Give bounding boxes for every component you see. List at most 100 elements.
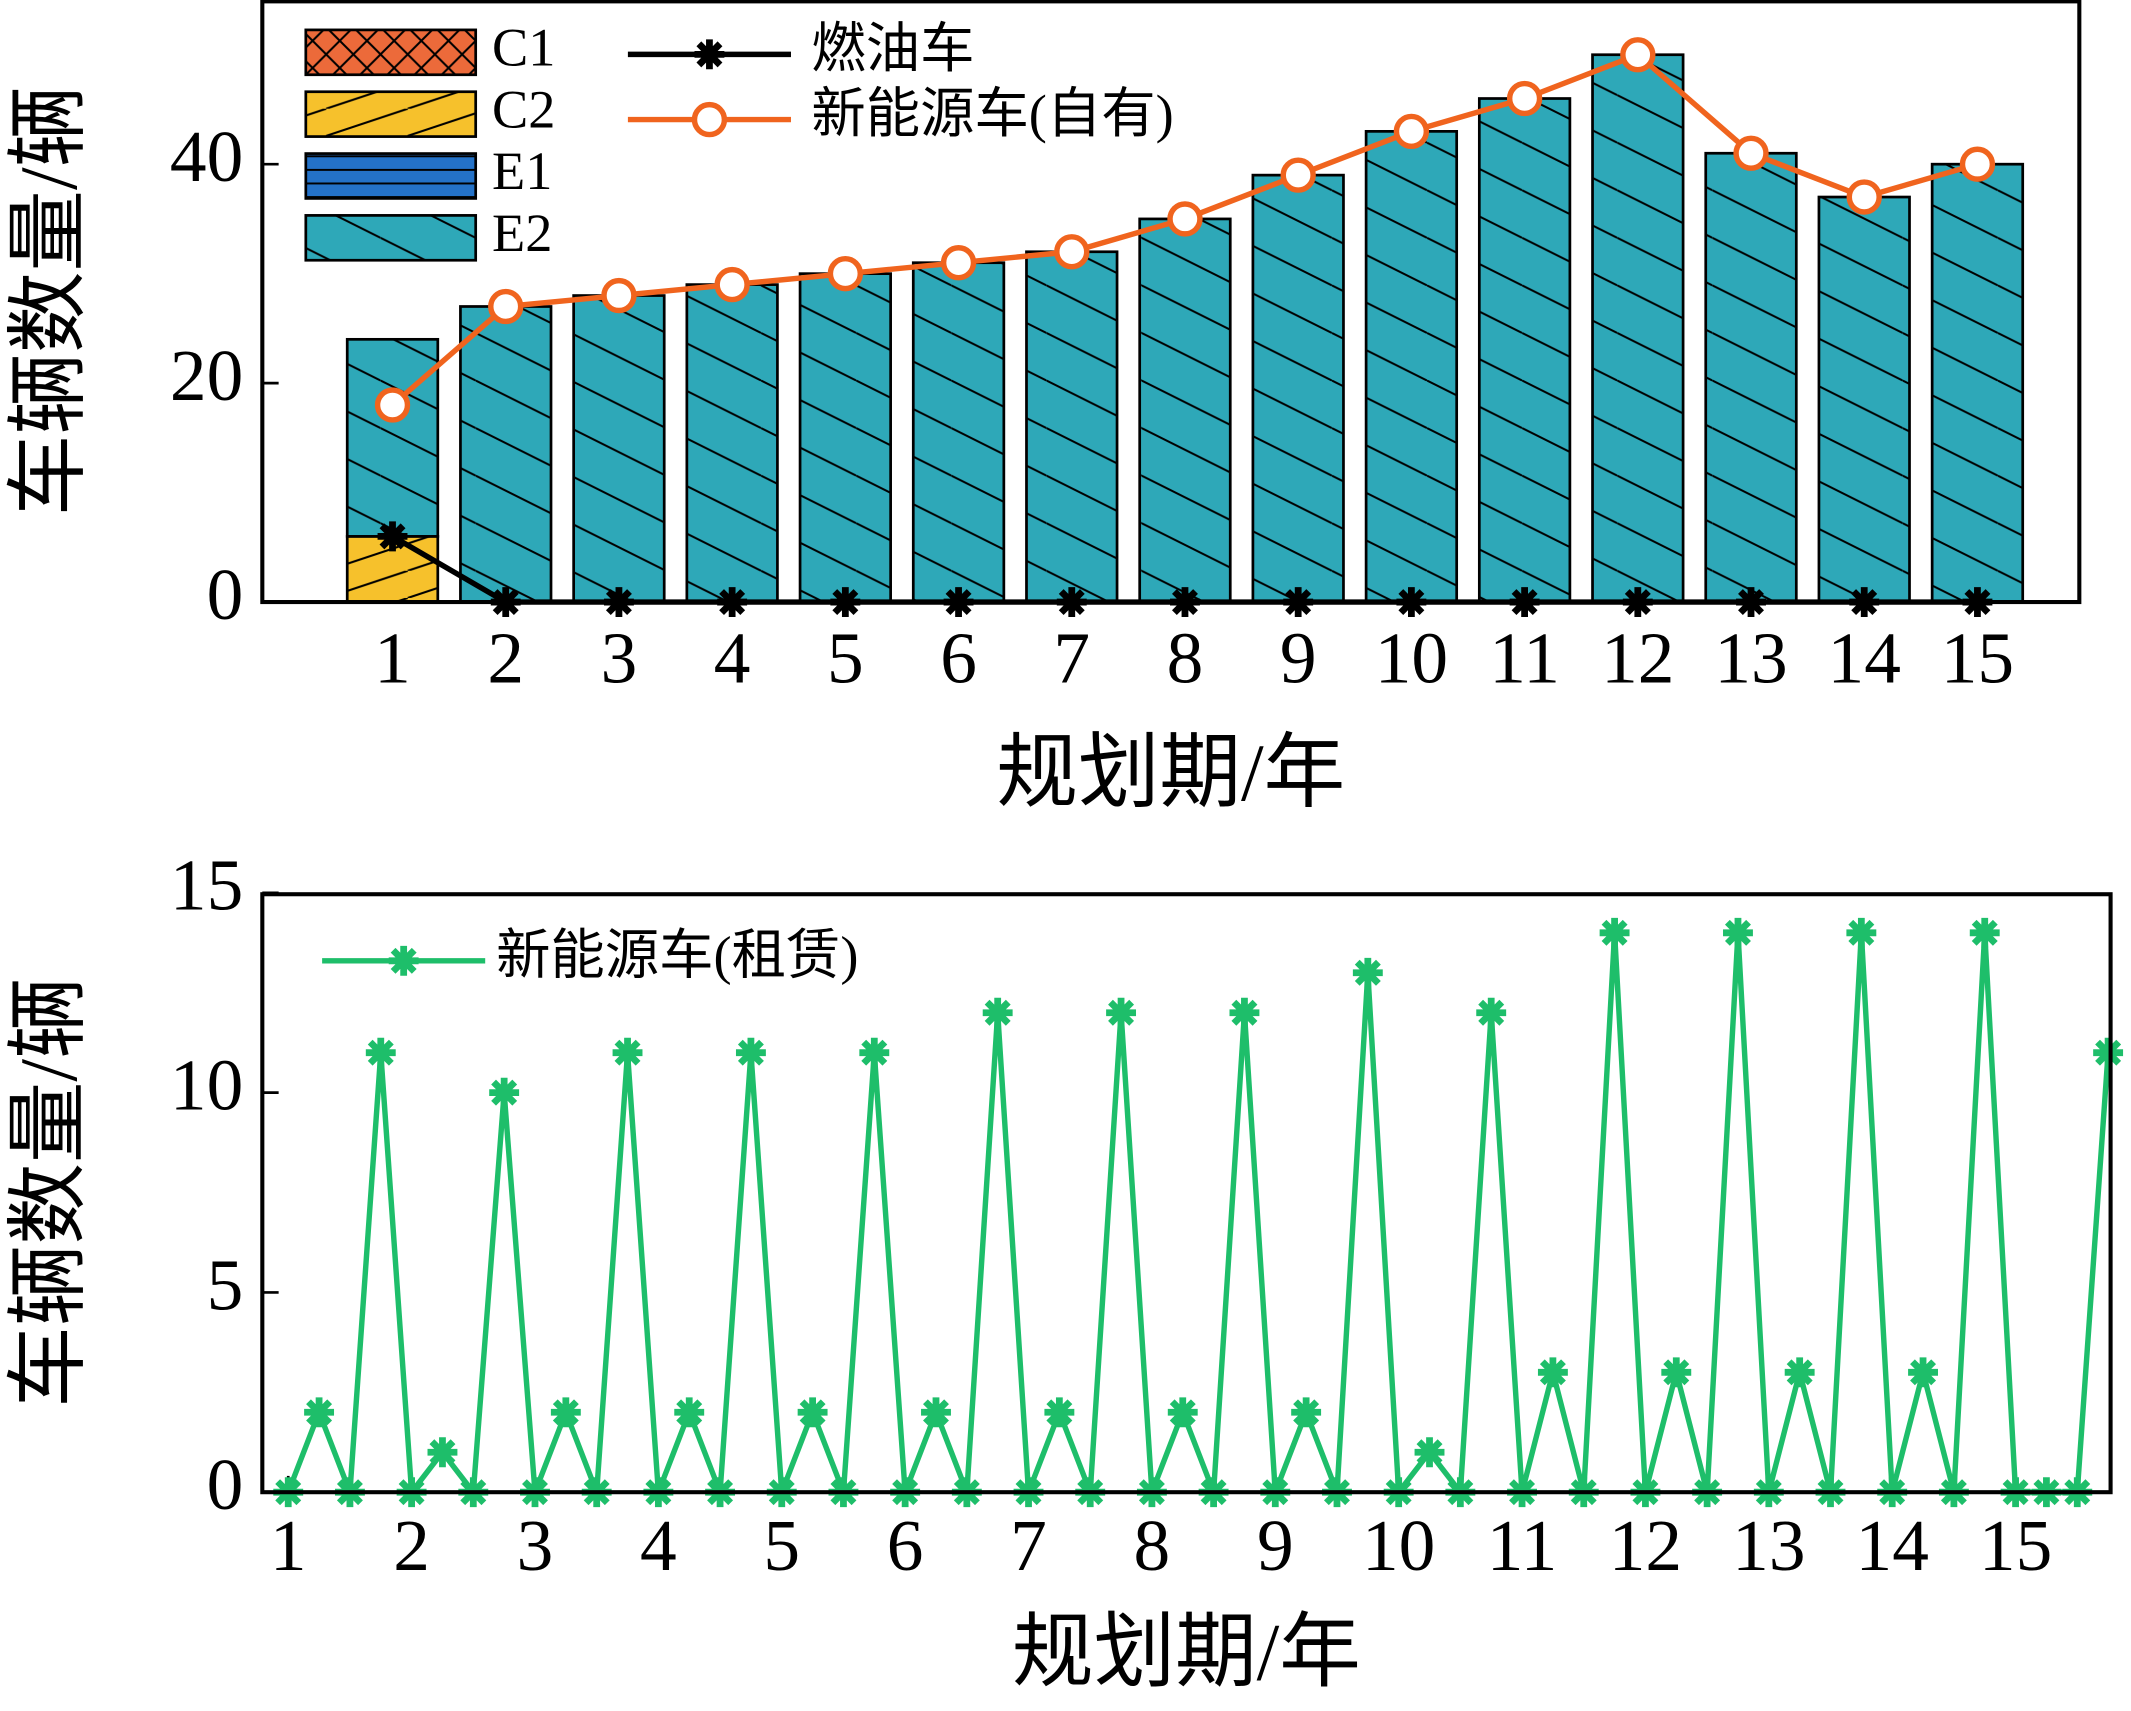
- point: [982, 997, 1013, 1028]
- x-tick-label: 4: [714, 618, 751, 699]
- point: [427, 1437, 458, 1468]
- point: [1846, 179, 1882, 215]
- point: [1393, 113, 1430, 150]
- point: [1537, 1357, 1568, 1388]
- legend-label: 新能源车(自有): [811, 84, 1173, 144]
- point: [1280, 157, 1316, 193]
- point: [1733, 135, 1769, 171]
- point: [2093, 1037, 2124, 1068]
- x-tick-label: 3: [601, 618, 638, 699]
- point: [1291, 1397, 1322, 1428]
- point: [1167, 1397, 1198, 1428]
- x-tick-label: 12: [1609, 1505, 1682, 1586]
- x-tick-label: 1: [374, 618, 411, 699]
- legend-label: E1: [492, 141, 552, 201]
- point: [1476, 997, 1507, 1028]
- legend-marker: [691, 101, 728, 138]
- x-tick-label: 8: [1167, 618, 1204, 699]
- x-tick-label: 13: [1714, 618, 1787, 699]
- point: [1044, 1397, 1075, 1428]
- point: [1167, 201, 1203, 237]
- x-tick-label: 10: [1362, 1505, 1435, 1586]
- point: [1054, 234, 1090, 270]
- point: [921, 1397, 951, 1428]
- y-tick-label: 15: [170, 845, 243, 926]
- bar: [572, 294, 666, 604]
- point: [1620, 37, 1656, 73]
- legend-label: 新能源车(租赁): [496, 925, 858, 985]
- bar: [798, 272, 892, 604]
- bar: [1591, 53, 1685, 604]
- point: [1414, 1437, 1445, 1468]
- point: [674, 1397, 705, 1428]
- x-tick-label: 11: [1487, 1505, 1558, 1586]
- legend-marker: [694, 39, 725, 70]
- point: [1506, 80, 1543, 117]
- bar: [345, 337, 440, 538]
- bar: [1704, 151, 1798, 604]
- y-tick-label: 5: [207, 1244, 244, 1325]
- x-tick-label: 4: [640, 1505, 677, 1586]
- bar: [1477, 97, 1572, 604]
- y-tick-label: 0: [207, 1444, 244, 1525]
- x-axis-label: 规划期/年: [996, 727, 1345, 818]
- x-tick-label: 6: [887, 1505, 924, 1586]
- x-tick-label: 2: [393, 1505, 430, 1586]
- plot-frame: [260, 0, 2082, 605]
- bar: [1364, 129, 1459, 604]
- point: [365, 1037, 396, 1068]
- x-tick-label: 1: [270, 1505, 307, 1586]
- legend-swatch: [304, 152, 478, 200]
- x-tick-label: 5: [827, 618, 864, 699]
- point: [1352, 957, 1383, 988]
- point: [1229, 997, 1260, 1028]
- legend-label: C1: [492, 17, 555, 77]
- point: [940, 245, 977, 281]
- point: [1106, 997, 1137, 1028]
- point: [1959, 146, 1996, 182]
- point: [1661, 1357, 1692, 1388]
- point: [612, 1037, 643, 1068]
- x-tick-label: 7: [1053, 618, 1090, 699]
- bar: [911, 261, 1006, 604]
- x-tick-label: 5: [763, 1505, 800, 1586]
- x-tick-label: 10: [1375, 618, 1448, 699]
- legend-label: C2: [492, 79, 555, 139]
- x-tick-label: 8: [1134, 1505, 1171, 1586]
- point: [735, 1037, 766, 1068]
- x-tick-label: 12: [1601, 618, 1674, 699]
- x-tick-label: 9: [1280, 618, 1317, 699]
- x-tick-label: 14: [1828, 618, 1901, 699]
- point: [1969, 917, 2000, 948]
- bar: [1817, 195, 1911, 604]
- line: [285, 932, 2111, 1500]
- bar: [1025, 250, 1119, 604]
- point: [1784, 1357, 1815, 1388]
- x-tick-label: 3: [517, 1505, 554, 1586]
- bar: [1930, 162, 2025, 604]
- x-tick-label: 15: [1941, 618, 2014, 699]
- y-axis-label: 车辆数量/辆: [3, 86, 94, 516]
- legend-label: E2: [492, 203, 552, 263]
- point: [550, 1397, 581, 1428]
- legend-swatch: [304, 90, 478, 138]
- x-tick-label: 11: [1489, 618, 1560, 699]
- x-tick-label: 9: [1257, 1505, 1294, 1586]
- point: [304, 1397, 335, 1428]
- point: [601, 277, 637, 314]
- x-tick-label: 7: [1010, 1505, 1047, 1586]
- x-tick-label: 15: [1979, 1505, 2052, 1586]
- legend-marker: [388, 945, 419, 976]
- bar: [459, 305, 553, 604]
- bar: [1251, 173, 1345, 604]
- point: [1723, 917, 1753, 948]
- bar: [685, 283, 779, 604]
- point: [374, 387, 411, 423]
- y-tick-label: 20: [170, 335, 243, 416]
- y-tick-label: 40: [170, 116, 243, 197]
- legend-swatch: [304, 214, 478, 262]
- legend-label: 燃油车: [811, 19, 974, 79]
- point: [827, 255, 864, 292]
- y-tick-label: 0: [207, 554, 244, 635]
